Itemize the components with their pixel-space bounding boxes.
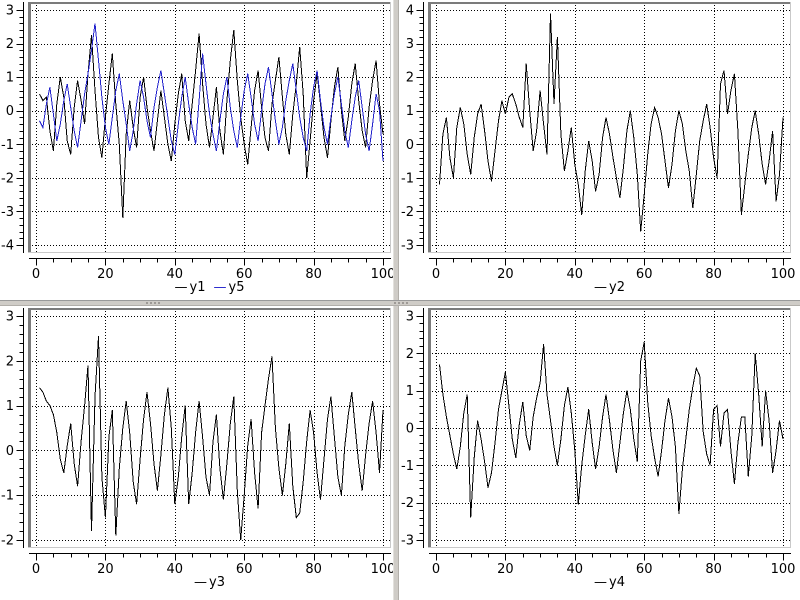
x-tick-label: 60 (636, 267, 653, 282)
x-tick-label: 0 (432, 562, 440, 577)
y-tick-label: -2 (1, 171, 14, 186)
plot-panel-y4[interactable]: 3 2 1 0 -1 -2 -3 0 20 40 60 80 100 (399, 306, 800, 600)
plot-area-y2: 4 3 2 1 0 -1 -2 -3 0 20 40 60 80 100 (401, 2, 796, 282)
x-tick-label: 40 (567, 562, 584, 577)
legend-item-y1: — y1 (175, 280, 206, 295)
y-tick-label: 0 (406, 422, 414, 437)
plot-panel-y1-y5[interactable]: 3 2 1 0 -1 -2 -3 -4 0 20 40 60 80 100 (0, 0, 393, 300)
y-tick-label: -1 (401, 459, 414, 474)
splitter-grip-dots (146, 302, 160, 304)
y-tick-label: 3 (6, 4, 14, 19)
legend-label: y1 (189, 280, 206, 295)
y-tick-label: 2 (406, 347, 414, 362)
plot-panel-y3[interactable]: 3 2 1 0 -1 -2 0 20 40 60 80 100 (0, 306, 393, 600)
plot-canvas[interactable] (28, 2, 391, 253)
y-tick-label: -1 (401, 171, 414, 186)
y-tick-label: 3 (406, 37, 414, 52)
horizontal-splitter-handle[interactable] (0, 300, 800, 306)
y-tick-label: 1 (6, 71, 14, 86)
y-tick-label: 2 (406, 71, 414, 86)
y-tick-label: 4 (406, 4, 414, 19)
legend-line-swatch: — (213, 280, 227, 295)
legend-line-swatch: — (594, 575, 608, 590)
x-tick-label: 100 (371, 562, 393, 577)
x-tick-label: 0 (432, 267, 440, 282)
x-tick-label: 0 (32, 562, 40, 577)
splitter-grip-dots (394, 302, 408, 304)
x-tick-label: 100 (771, 562, 796, 577)
legend-line-swatch: — (594, 280, 608, 295)
legend-line-swatch: — (194, 575, 208, 590)
x-tick-label: 60 (236, 267, 253, 282)
x-tick-label: 80 (305, 562, 322, 577)
series-line-y2 (439, 13, 784, 232)
series-line-y4 (439, 342, 784, 518)
legend-item-y5: — y5 (214, 280, 245, 295)
legend-y1-y5: — y1— y5 (171, 280, 249, 295)
series-line-y5 (39, 23, 384, 162)
legend-line-swatch: — (174, 280, 188, 295)
series-line-y1 (39, 30, 384, 219)
legend-label: y5 (228, 280, 245, 295)
y-tick-label: 1 (6, 399, 14, 414)
plot-area-y1-y5: 3 2 1 0 -1 -2 -3 -4 0 20 40 60 80 100 (1, 2, 393, 282)
x-tick-label: 20 (497, 267, 514, 282)
x-tick-label: 60 (636, 562, 653, 577)
x-tick-label: 20 (97, 562, 114, 577)
y-tick-label: -3 (1, 205, 14, 220)
y-tick-label: -2 (1, 534, 14, 549)
plot-canvas[interactable] (28, 308, 391, 548)
x-tick-label: 20 (497, 562, 514, 577)
y-tick-label: 0 (6, 104, 14, 119)
x-tick-label: 100 (371, 267, 393, 282)
x-tick-label: 0 (32, 267, 40, 282)
y-tick-label: -3 (401, 534, 414, 549)
x-tick-label: 80 (705, 562, 722, 577)
x-tick-label: 80 (305, 267, 322, 282)
x-tick-label: 100 (771, 267, 796, 282)
y-tick-label: -1 (1, 138, 14, 153)
y-tick-label: 1 (406, 104, 414, 119)
y-tick-label: 2 (6, 354, 14, 369)
y-tick-label: -2 (401, 496, 414, 511)
series-line-y3 (39, 336, 384, 541)
y-tick-label: -3 (401, 239, 414, 254)
y-tick-label: 1 (406, 384, 414, 399)
legend-label: y2 (609, 280, 625, 295)
legend-label: y4 (609, 575, 625, 590)
x-tick-label: 20 (97, 267, 114, 282)
y-tick-label: -1 (1, 489, 14, 504)
legend-item-y3: — y3 (194, 575, 225, 590)
legend-y2: — y2 (590, 280, 629, 295)
x-tick-label: 40 (567, 267, 584, 282)
y-tick-label: 0 (406, 138, 414, 153)
x-tick-label: 60 (236, 562, 253, 577)
x-tick-label: 80 (705, 267, 722, 282)
plot-panel-y2[interactable]: 4 3 2 1 0 -1 -2 -3 0 20 40 60 80 100 (399, 0, 800, 300)
y-tick-label: 3 (406, 310, 414, 325)
y-tick-label: 0 (6, 444, 14, 459)
x-tick-label: 40 (167, 562, 184, 577)
legend-y4: — y4 (590, 575, 629, 590)
y-tick-label: -2 (401, 205, 414, 220)
y-tick-label: 2 (6, 37, 14, 52)
plot-canvas[interactable] (428, 2, 791, 253)
x-tick-label: 40 (167, 267, 184, 282)
y-tick-label: 3 (6, 310, 14, 325)
y-tick-label: -4 (1, 239, 14, 254)
legend-y3: — y3 (190, 575, 229, 590)
legend-item-y2: — y2 (594, 280, 625, 295)
plot-area-y4: 3 2 1 0 -1 -2 -3 0 20 40 60 80 100 (401, 308, 796, 577)
legend-label: y3 (209, 575, 225, 590)
legend-item-y4: — y4 (594, 575, 625, 590)
plot-area-y3: 3 2 1 0 -1 -2 0 20 40 60 80 100 (1, 308, 393, 577)
